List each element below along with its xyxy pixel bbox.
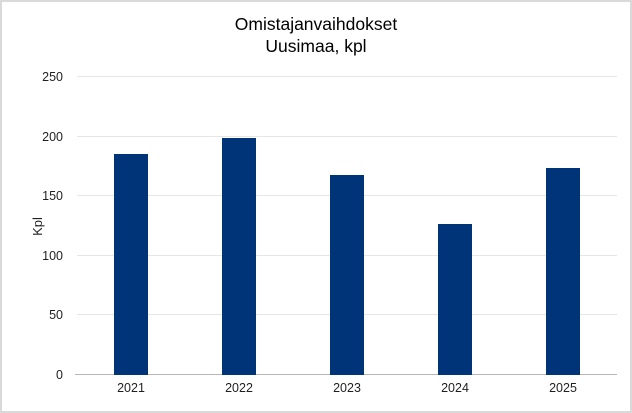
- gridline-250: [77, 76, 617, 77]
- y-tick-label-50: 50: [49, 308, 63, 323]
- chart-title-line-1: Omistajanvaihdokset: [234, 14, 398, 34]
- y-tick-label-150: 150: [42, 188, 63, 203]
- x-axis: 2021 2022 2023 2024 2025: [77, 381, 617, 397]
- gridline-200: [77, 135, 617, 137]
- bar-2022: [222, 137, 256, 375]
- x-tick-label-2024: 2024: [441, 381, 469, 395]
- y-tick-label-100: 100: [42, 248, 63, 263]
- bar-2023: [330, 174, 364, 375]
- chart-title: Omistajanvaihdokset Uusimaa, kpl: [2, 13, 630, 57]
- plot-area: [75, 76, 617, 375]
- x-tick-label-2022: 2022: [225, 381, 253, 395]
- y-axis: 0 50 100 150 200 250: [2, 71, 70, 381]
- y-tick-label-200: 200: [42, 129, 63, 144]
- chart-title-line-2: Uusimaa, kpl: [265, 36, 367, 56]
- y-tick-label-0: 0: [56, 367, 63, 382]
- bar-2024: [438, 223, 472, 375]
- y-tick-label-250: 250: [42, 69, 63, 84]
- x-tick-label-2021: 2021: [117, 381, 145, 395]
- x-tick-label-2023: 2023: [333, 381, 361, 395]
- x-tick-label-2025: 2025: [549, 381, 577, 395]
- bar-2025: [546, 167, 580, 375]
- bar-2021: [114, 154, 148, 375]
